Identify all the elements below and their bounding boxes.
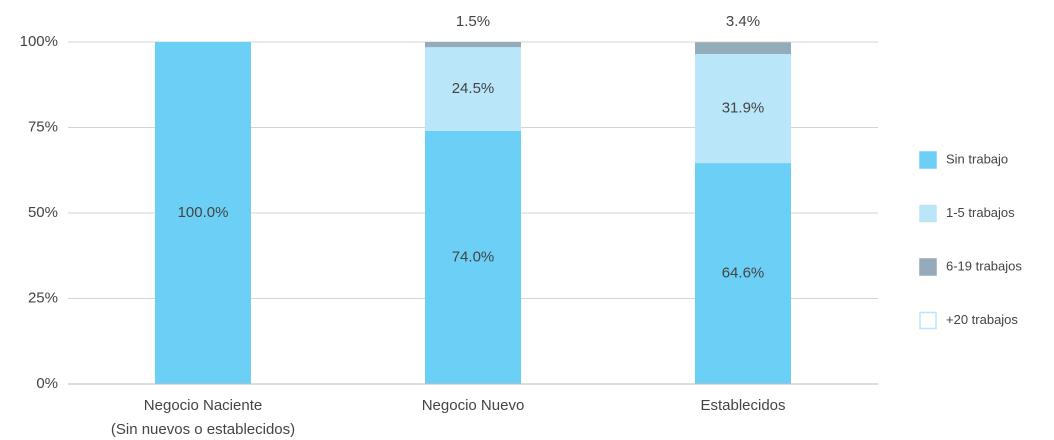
value-label: 100.0%	[178, 204, 229, 221]
legend-label: Sin trabajo	[946, 151, 1008, 166]
bar-segment	[425, 42, 521, 48]
value-label: 1.5%	[456, 13, 490, 30]
bar-segment	[425, 130, 521, 384]
x-tick-label: Negocio Nuevo	[422, 397, 525, 414]
x-tick-label: Establecidos	[700, 397, 785, 414]
value-label: 3.4%	[726, 13, 760, 30]
x-tick-label: Negocio Naciente (Sin nuevos o establecid…	[111, 397, 295, 438]
value-label: 74.0%	[452, 248, 495, 265]
legend-swatch	[919, 311, 937, 330]
y-tick-label: 75%	[28, 118, 58, 135]
bar-segment	[425, 47, 521, 131]
legend-label: +20 trabajos	[946, 312, 1018, 327]
y-tick-label: 50%	[28, 204, 58, 221]
value-label: 24.5%	[452, 80, 495, 97]
bar-segment	[695, 163, 791, 384]
bar-segment	[155, 42, 251, 384]
y-tick-label: 0%	[36, 375, 58, 392]
legend-swatch	[919, 258, 937, 276]
value-label: 64.6%	[722, 265, 765, 282]
legend-swatch	[919, 204, 937, 223]
legend-swatch	[919, 151, 937, 169]
value-label: 31.9%	[722, 99, 765, 116]
bar-segment	[695, 53, 791, 164]
legend-label: 6-19 trabajos	[946, 258, 1022, 273]
y-tick-label: 25%	[28, 289, 58, 306]
legend-label: 1-5 trabajos	[946, 205, 1015, 220]
bar-segment	[695, 42, 791, 54]
y-tick-label: 100%	[20, 33, 58, 50]
